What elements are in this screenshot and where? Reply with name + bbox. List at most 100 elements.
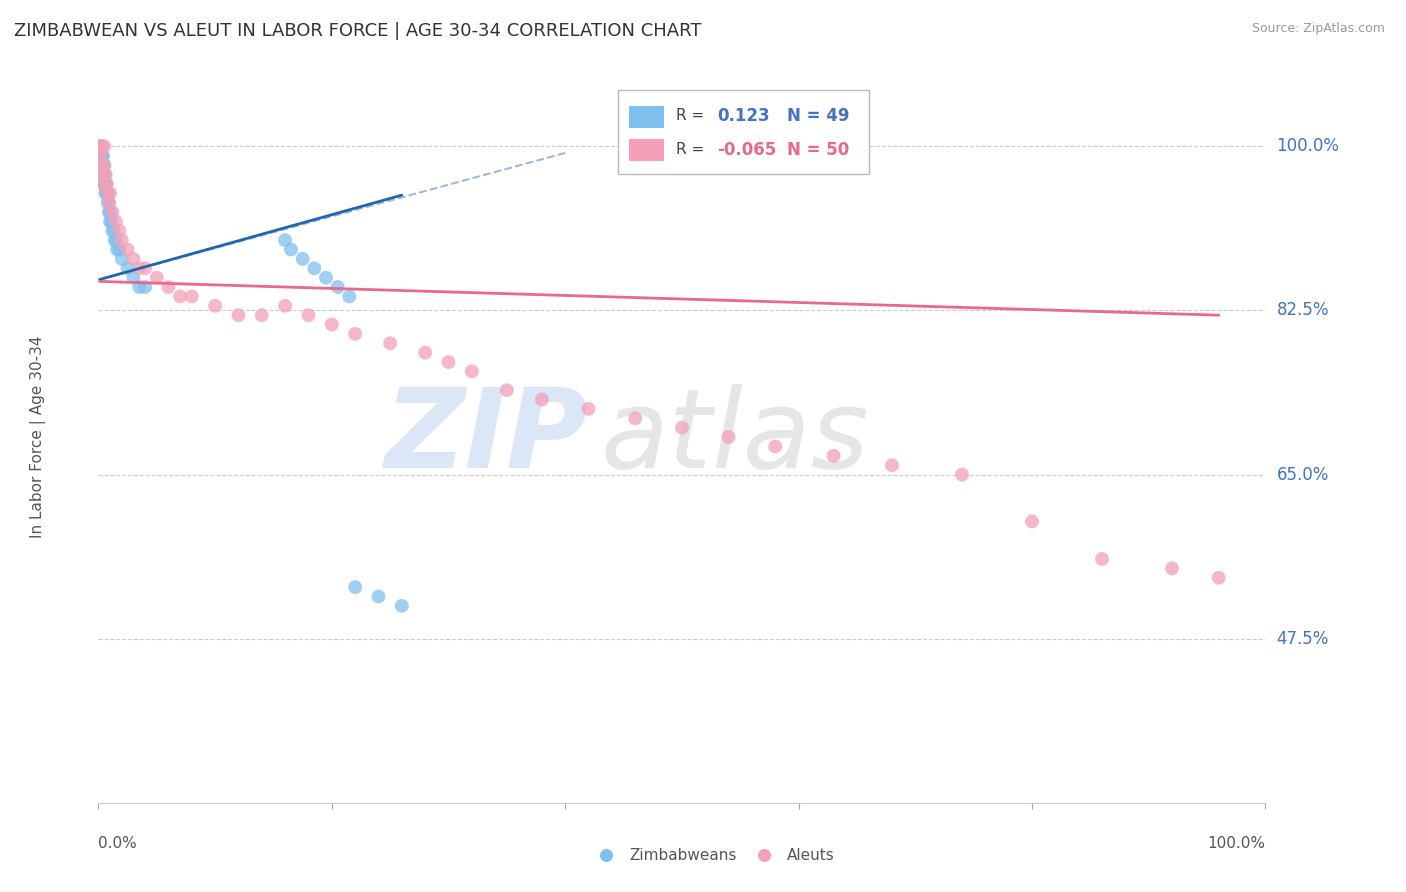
Text: ZIP: ZIP <box>385 384 589 491</box>
Point <box>437 355 460 369</box>
Point <box>91 168 114 182</box>
Point <box>274 299 297 313</box>
Point <box>100 214 122 228</box>
Point <box>717 430 740 444</box>
Text: R =: R = <box>676 109 704 123</box>
Point <box>111 233 134 247</box>
Point <box>98 205 121 219</box>
Point <box>461 364 484 378</box>
Point <box>93 139 115 153</box>
Point <box>96 186 118 201</box>
Text: 0.123: 0.123 <box>717 107 769 125</box>
Point <box>304 261 326 276</box>
Point <box>280 243 302 257</box>
Point <box>763 440 786 454</box>
Text: 100.0%: 100.0% <box>1277 137 1340 155</box>
FancyBboxPatch shape <box>617 90 869 174</box>
Point <box>94 186 117 201</box>
Text: N = 50: N = 50 <box>787 141 849 159</box>
Point <box>108 224 131 238</box>
Point <box>367 590 389 604</box>
Point <box>90 149 112 163</box>
Point <box>104 233 127 247</box>
Point <box>91 177 114 191</box>
Text: atlas: atlas <box>600 384 869 491</box>
Point <box>228 308 250 322</box>
Point <box>1208 571 1230 585</box>
Point <box>90 149 112 163</box>
Point <box>204 299 226 313</box>
Point <box>93 158 115 172</box>
Point <box>380 336 402 351</box>
Point <box>128 280 150 294</box>
Point <box>108 243 131 257</box>
Text: ZIMBABWEAN VS ALEUT IN LABOR FORCE | AGE 30-34 CORRELATION CHART: ZIMBABWEAN VS ALEUT IN LABOR FORCE | AGE… <box>14 22 702 40</box>
Point <box>111 252 134 266</box>
Point <box>89 149 111 163</box>
FancyBboxPatch shape <box>630 106 665 128</box>
Text: Zimbabweans: Zimbabweans <box>630 848 737 863</box>
Point <box>117 243 139 257</box>
Text: Source: ZipAtlas.com: Source: ZipAtlas.com <box>1251 22 1385 36</box>
Point <box>97 195 120 210</box>
Point <box>90 158 112 172</box>
Point <box>1021 515 1043 529</box>
Text: R =: R = <box>676 142 704 157</box>
Point <box>146 270 169 285</box>
Point <box>98 214 121 228</box>
Point <box>96 177 118 191</box>
FancyBboxPatch shape <box>630 139 665 161</box>
Point <box>530 392 553 407</box>
Point <box>91 177 114 191</box>
Point <box>97 186 120 201</box>
Point <box>250 308 273 322</box>
Point <box>93 158 115 172</box>
Point <box>117 261 139 276</box>
Point <box>624 411 647 425</box>
Point <box>1161 561 1184 575</box>
Point <box>344 326 367 341</box>
Point <box>578 401 600 416</box>
Point <box>91 168 114 182</box>
Text: 82.5%: 82.5% <box>1277 301 1329 319</box>
Point <box>1091 552 1114 566</box>
Point <box>101 205 124 219</box>
Point <box>291 252 314 266</box>
Point <box>91 149 114 163</box>
Text: -0.065: -0.065 <box>717 141 776 159</box>
Point <box>413 345 436 359</box>
Point <box>90 158 112 172</box>
Point <box>122 270 145 285</box>
Text: N = 49: N = 49 <box>787 107 849 125</box>
Point <box>90 139 112 153</box>
Point <box>96 177 118 191</box>
Point <box>97 205 120 219</box>
Point <box>103 224 125 238</box>
Point <box>89 139 111 153</box>
Point <box>950 467 973 482</box>
Point <box>101 224 124 238</box>
Text: Aleuts: Aleuts <box>787 848 835 863</box>
Point <box>880 458 903 473</box>
Point <box>94 177 117 191</box>
Point <box>89 139 111 153</box>
Point <box>337 289 360 303</box>
Text: 100.0%: 100.0% <box>1208 836 1265 851</box>
Point <box>496 383 519 397</box>
Point <box>134 280 156 294</box>
Point <box>97 186 120 201</box>
Point <box>93 177 115 191</box>
Text: 47.5%: 47.5% <box>1277 630 1329 648</box>
Point <box>671 420 693 434</box>
Point <box>90 139 112 153</box>
Point <box>321 318 343 332</box>
Point <box>91 158 114 172</box>
Point <box>94 168 117 182</box>
Point <box>344 580 367 594</box>
Point <box>90 149 112 163</box>
Point <box>90 139 112 153</box>
Point <box>391 599 413 613</box>
Point <box>97 195 120 210</box>
Point <box>104 233 127 247</box>
Point <box>169 289 191 303</box>
